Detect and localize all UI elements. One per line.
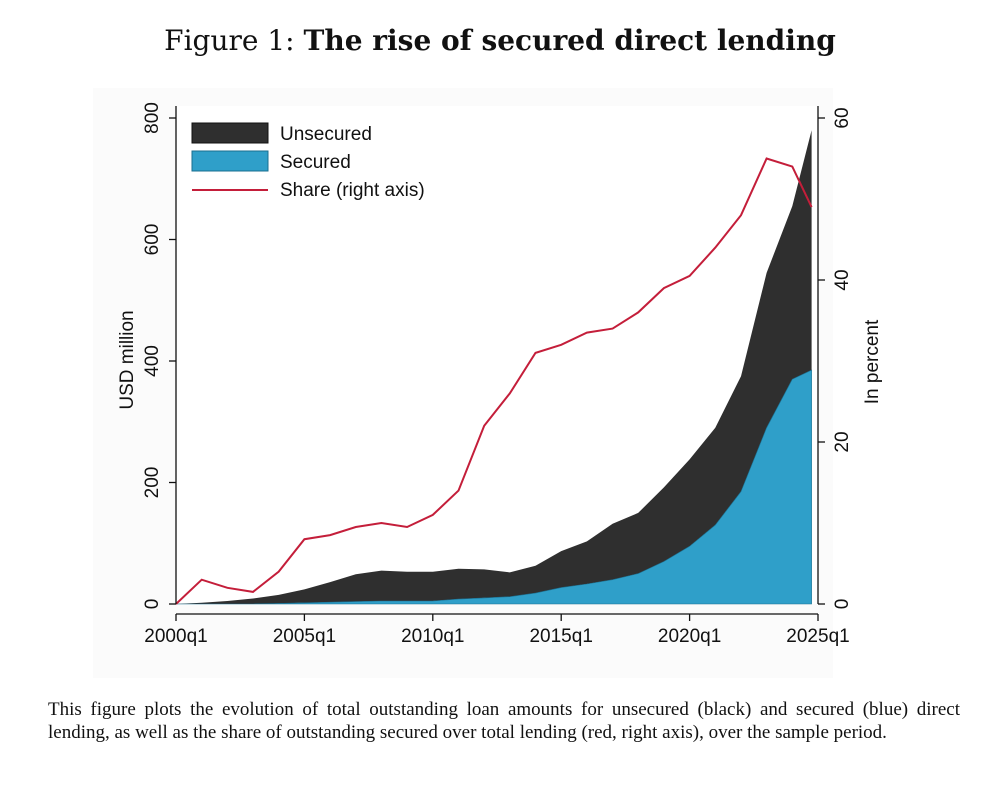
figure-title-text: The rise of secured direct lending xyxy=(303,24,836,57)
legend: Unsecured Secured Share (right axis) xyxy=(191,122,425,201)
x-tick-label: 2015q1 xyxy=(529,626,592,647)
legend-swatch-unsecured xyxy=(191,122,269,144)
secured-area xyxy=(176,369,812,605)
y-tick-right-label: 0 xyxy=(832,599,853,610)
legend-label-secured: Secured xyxy=(280,152,351,173)
y-axis-left-label: USD million xyxy=(117,310,138,409)
x-tick-label: 2025q1 xyxy=(786,626,849,647)
x-tick-label: 2020q1 xyxy=(658,626,721,647)
y-tick-right-label: 60 xyxy=(832,107,853,128)
x-ticks: 2000q1 2005q1 2010q1 2015q1 2020q1 2025q1 xyxy=(144,614,850,647)
chart: 2000q1 2005q1 2010q1 2015q1 2020q1 2025q1 0 20… xyxy=(117,102,883,647)
y-ticks-right: 0 20 40 60 xyxy=(818,107,853,609)
share-line xyxy=(175,157,813,605)
figure-label: Figure 1: xyxy=(164,24,295,57)
figure-caption: This figure plots the evolution of total… xyxy=(48,699,960,743)
legend-swatch-secured xyxy=(191,150,269,172)
areas xyxy=(176,130,812,605)
legend-label-unsecured: Unsecured xyxy=(280,124,372,145)
x-tick-label: 2010q1 xyxy=(401,626,464,647)
y-tick-left-label: 200 xyxy=(142,467,163,499)
x-tick-label: 2005q1 xyxy=(273,626,336,647)
y-axis-right-label: In percent xyxy=(862,319,883,404)
figure-title: Figure 1: The rise of secured direct len… xyxy=(0,24,1000,57)
x-tick-label: 2000q1 xyxy=(144,626,207,647)
y-tick-right-label: 20 xyxy=(832,431,853,452)
y-tick-left-label: 600 xyxy=(142,224,163,256)
legend-label-share: Share (right axis) xyxy=(280,180,425,201)
y-tick-left-label: 0 xyxy=(142,599,163,610)
y-ticks-left: 0 200 400 600 800 xyxy=(142,102,176,609)
y-tick-left-label: 400 xyxy=(142,345,163,377)
y-tick-left-label: 800 xyxy=(142,102,163,134)
y-tick-right-label: 40 xyxy=(832,269,853,290)
